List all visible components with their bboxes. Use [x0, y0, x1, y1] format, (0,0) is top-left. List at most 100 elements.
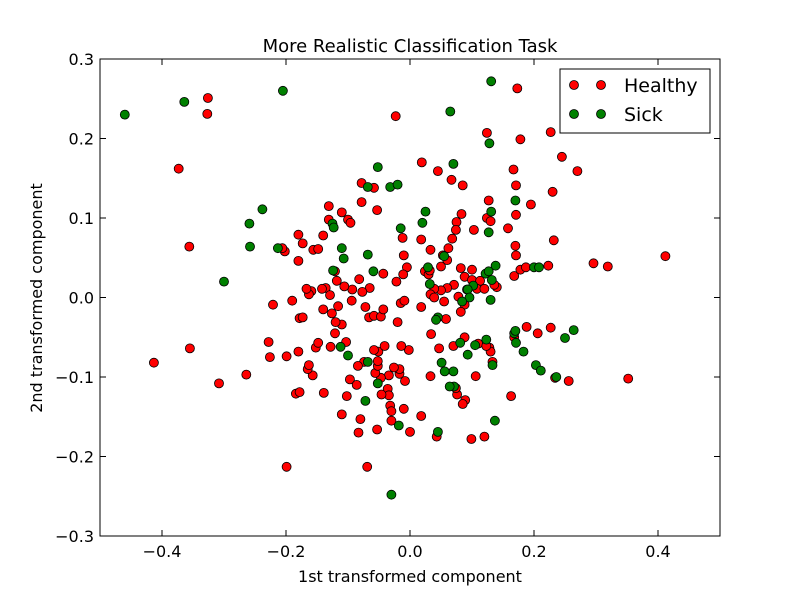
point-healthy-81: [439, 296, 450, 307]
point-healthy-98: [623, 373, 634, 384]
point-healthy-182: [398, 269, 409, 280]
point-healthy-99: [563, 376, 574, 386]
point-sick-64: [489, 415, 500, 426]
point-sick-26: [484, 138, 495, 149]
point-healthy-142: [369, 345, 379, 355]
point-healthy-85: [479, 283, 490, 294]
y-tick-label: 0.2: [69, 130, 94, 149]
point-healthy-143: [379, 341, 390, 351]
point-healthy-121: [416, 411, 427, 421]
point-sick-40: [485, 294, 496, 305]
point-healthy-34: [446, 174, 457, 185]
point-sick-17: [395, 223, 406, 234]
point-healthy-56: [443, 243, 454, 254]
point-sick-49: [481, 334, 492, 345]
point-healthy-168: [330, 317, 341, 328]
point-healthy-124: [400, 376, 410, 386]
point-healthy-46: [511, 209, 521, 220]
point-healthy-9: [263, 337, 274, 347]
point-healthy-4: [148, 357, 159, 368]
point-sick-2: [277, 85, 288, 96]
point-healthy-188: [339, 281, 350, 292]
point-healthy-23: [323, 201, 334, 212]
point-healthy-54: [450, 224, 461, 235]
point-healthy-189: [331, 275, 342, 286]
point-sick-21: [417, 217, 428, 228]
point-healthy-154: [281, 461, 292, 472]
point-healthy-180: [399, 295, 410, 306]
y-axis-label: 2nd transformed component: [27, 183, 46, 413]
point-sick-7: [219, 276, 229, 287]
point-sick-71: [343, 350, 353, 361]
point-sick-67: [393, 420, 404, 431]
point-healthy-149: [336, 409, 347, 420]
point-healthy-119: [425, 371, 436, 382]
point-healthy-192: [325, 290, 335, 301]
point-healthy-198: [416, 302, 427, 312]
point-healthy-157: [318, 387, 329, 398]
point-healthy-101: [545, 322, 556, 333]
point-healthy-20: [313, 244, 324, 254]
point-healthy-171: [333, 301, 344, 312]
point-sick-57: [560, 333, 570, 343]
point-sick-22: [423, 262, 433, 273]
chart-title: More Realistic Classification Task: [263, 36, 558, 57]
point-healthy-88: [509, 271, 520, 281]
point-healthy-27: [356, 197, 367, 208]
point-sick-20: [420, 206, 431, 217]
point-healthy-38: [512, 83, 523, 94]
point-sick-59: [448, 366, 459, 377]
point-healthy-6: [214, 378, 224, 389]
point-healthy-197: [287, 295, 298, 306]
point-healthy-89: [511, 250, 521, 261]
point-sick-52: [510, 325, 521, 336]
point-sick-18: [362, 249, 373, 260]
point-healthy-60: [397, 232, 408, 243]
point-healthy-2: [173, 163, 184, 174]
legend-marker-sick: [569, 109, 579, 119]
point-sick-51: [511, 337, 521, 348]
point-healthy-18: [293, 255, 304, 266]
point-healthy-134: [386, 406, 397, 417]
point-sick-61: [444, 381, 455, 392]
point-healthy-35: [457, 180, 468, 191]
y-tick-label: −0.3: [55, 527, 94, 546]
point-healthy-135: [386, 415, 397, 426]
point-healthy-61: [398, 250, 409, 261]
point-healthy-26: [345, 217, 356, 228]
point-healthy-0: [202, 93, 213, 103]
point-sick-62: [439, 366, 450, 377]
point-healthy-12: [297, 312, 308, 323]
point-healthy-48: [483, 195, 494, 206]
point-healthy-21: [318, 230, 329, 241]
data-points: [119, 76, 671, 500]
axis-ticks: −0.4 −0.2 0.0 0.2 0.4 −0.3 −0.2 −0.1 0.0 0.1 0.2 0.…: [55, 50, 720, 561]
point-healthy-161: [293, 346, 304, 357]
point-sick-48: [487, 360, 498, 371]
x-tick-label: 0.4: [645, 542, 670, 561]
point-healthy-10: [281, 351, 292, 362]
point-healthy-93: [543, 260, 554, 271]
point-healthy-172: [346, 295, 357, 306]
y-tick-label: 0.1: [69, 209, 94, 228]
legend-box: [559, 68, 711, 134]
point-healthy-136: [376, 389, 387, 400]
point-sick-3: [244, 218, 255, 229]
point-sick-13: [372, 162, 383, 173]
point-sick-9: [328, 222, 339, 233]
point-healthy-102: [532, 328, 543, 339]
point-sick-19: [368, 266, 379, 277]
point-sick-39: [462, 284, 473, 295]
point-sick-37: [486, 275, 497, 285]
point-sick-63: [436, 357, 447, 368]
point-sick-15: [392, 179, 403, 190]
point-sick-10: [336, 243, 347, 254]
point-healthy-173: [360, 302, 371, 312]
x-tick-label: 0.2: [521, 542, 546, 561]
point-sick-46: [462, 349, 473, 360]
point-healthy-148: [341, 391, 352, 402]
point-healthy-97: [660, 251, 671, 262]
point-healthy-40: [557, 151, 567, 162]
point-sick-42: [457, 296, 468, 307]
point-healthy-163: [313, 337, 324, 348]
